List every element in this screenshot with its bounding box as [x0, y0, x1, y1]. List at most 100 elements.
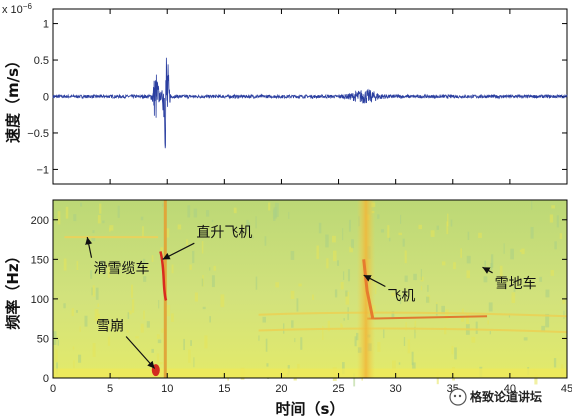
- spectrogram-noise-cell: [211, 275, 215, 288]
- spectrogram-noise-cell: [255, 216, 257, 229]
- spectrogram-noise-cell: [209, 267, 211, 271]
- spectrogram-noise-cell: [275, 282, 280, 288]
- spectrogram-y-ticks: 0 50 100 150 200: [31, 215, 567, 385]
- spectrogram-noise-cell: [361, 376, 363, 381]
- spectrogram-noise-cell: [97, 215, 101, 224]
- spectrogram-noise-cell: [157, 339, 162, 344]
- spectrogram-noise-cell: [380, 229, 385, 233]
- spectrogram-noise-cell: [445, 309, 449, 319]
- spectrogram-noise-cell: [97, 313, 100, 323]
- spectrogram-noise-cell: [161, 328, 164, 333]
- spectrogram-noise-cell: [291, 320, 294, 328]
- spectrogram-noise-cell: [391, 311, 395, 319]
- spectrogram-noise-cell: [294, 338, 296, 343]
- spectrogram-noise-cell: [143, 276, 147, 282]
- spectrogram-noise-cell: [351, 239, 354, 249]
- spectrogram-noise-cell: [411, 351, 414, 366]
- spectrogram-noise-cell: [204, 335, 208, 349]
- annotation-arrow: [125, 336, 156, 369]
- spectrogram-x-tick-label: 15: [218, 383, 230, 395]
- spectrogram-noise-cell: [388, 237, 391, 242]
- spectrogram-noise-cell: [413, 273, 417, 281]
- spectrogram-noise-cell: [342, 362, 345, 375]
- annotation-label: 雪崩: [96, 319, 124, 335]
- spectrogram-noise-cell: [92, 285, 95, 297]
- spectrogram-noise-cell: [78, 354, 82, 363]
- spectrogram-noise-cell: [288, 211, 290, 220]
- annotation-label: 直升飞机: [196, 224, 252, 241]
- spectrogram-noise-cell: [63, 258, 67, 271]
- spectrogram-noise-cell: [490, 254, 494, 268]
- spectrogram-noise-cell: [436, 225, 439, 230]
- snowmobile-harmonic: [258, 327, 568, 334]
- spectrogram-noise-cell: [563, 310, 565, 319]
- velocity-y-tick-label: −1: [36, 164, 49, 176]
- velocity-y-tick-label: 1: [43, 19, 49, 31]
- spectrogram-noise-cell: [131, 299, 135, 313]
- spectrogram-noise-cell: [398, 232, 403, 236]
- spectrogram-noise-cell: [156, 353, 160, 364]
- spectrogram-noise-cell: [531, 200, 533, 210]
- spectrogram-noise-cell: [71, 308, 74, 317]
- spectrogram-noise-cell: [348, 219, 351, 232]
- spectrogram-noise-cell: [340, 323, 342, 328]
- helicopter-curve: [159, 251, 168, 301]
- spectrogram-x-tick-label: 25: [332, 383, 344, 395]
- spectrogram-noise-cell: [466, 313, 469, 325]
- spectrogram-y-tick-label: 50: [37, 333, 49, 345]
- spectrogram-noise-cell: [102, 220, 105, 224]
- spectrogram-noise-cell: [420, 268, 422, 281]
- spectrogram-noise-cell: [73, 360, 75, 369]
- spectrogram-noise-cell: [171, 264, 174, 274]
- velocity-y-tick-label: 0: [43, 92, 49, 104]
- spectrogram-noise-cell: [414, 320, 417, 333]
- snowmobile-hot-line: [367, 315, 488, 320]
- spectrogram-noise-cell: [57, 211, 61, 225]
- spectrogram-noise-cell: [147, 265, 150, 269]
- spectrogram-noise-cell: [107, 336, 111, 346]
- spectrogram-noise-cell: [347, 269, 351, 282]
- spectrogram-noise-cell: [425, 296, 430, 303]
- spectrogram-noise-cell: [183, 338, 185, 351]
- spectrogram-x-tick-label: 30: [390, 383, 402, 395]
- spectrogram-noise-cell: [420, 285, 423, 291]
- spectrogram-noise-cell: [475, 321, 478, 334]
- spectrogram-noise-cell: [142, 258, 146, 265]
- spectrogram-noise-cell: [549, 214, 554, 223]
- spectrogram-noise-cell: [99, 203, 102, 214]
- velocity-y-axis-label: 速度（m/s）: [4, 53, 22, 143]
- spectrogram-noise-cell: [190, 340, 192, 346]
- spectrogram-noise-cell: [541, 325, 546, 332]
- annotation-label: 雪地车: [495, 275, 537, 292]
- spectrogram-noise-cell: [91, 287, 93, 296]
- spectrogram-noise-cell: [128, 310, 132, 315]
- spectrogram-noise-cell: [258, 335, 260, 341]
- spectrogram-features: [64, 200, 568, 378]
- spectrogram-noise-cell: [392, 360, 396, 373]
- spectrogram-noise-cell: [487, 320, 489, 325]
- spectrogram-noise-cell: [213, 265, 216, 271]
- spectrogram-noise-cell: [290, 290, 295, 300]
- spectrogram-y-tick-label: 0: [43, 373, 49, 385]
- velocity-y-tick-label: −0.5: [27, 128, 49, 140]
- spectrogram-y-axis-label: 频率（Hz）: [4, 248, 22, 329]
- spectrogram-low-band: [53, 368, 567, 378]
- spectrogram-x-tick-label: 10: [161, 383, 173, 395]
- spectrogram-noise-cell: [202, 306, 206, 310]
- spectrogram-noise-cell: [300, 337, 303, 350]
- spectrogram-noise-cell: [158, 362, 163, 365]
- velocity-series-line: [52, 57, 568, 149]
- spectrogram-noise-cell: [562, 299, 566, 304]
- spectrogram-noise-cell: [503, 243, 505, 254]
- annotation-arrow: [482, 266, 493, 274]
- spectrogram-noise-cell: [435, 303, 438, 316]
- spectrogram-noise-cell: [84, 315, 88, 327]
- spectrogram-noise-cell: [550, 270, 554, 276]
- spectrogram-noise-cell: [146, 321, 150, 328]
- spectrogram-noise-cell: [262, 316, 266, 323]
- spectrogram-noise-cell: [268, 202, 271, 211]
- spectrogram-noise-cell: [57, 339, 59, 346]
- spectrogram-noise-cell: [193, 357, 195, 368]
- spectrogram-noise-cell: [325, 234, 329, 248]
